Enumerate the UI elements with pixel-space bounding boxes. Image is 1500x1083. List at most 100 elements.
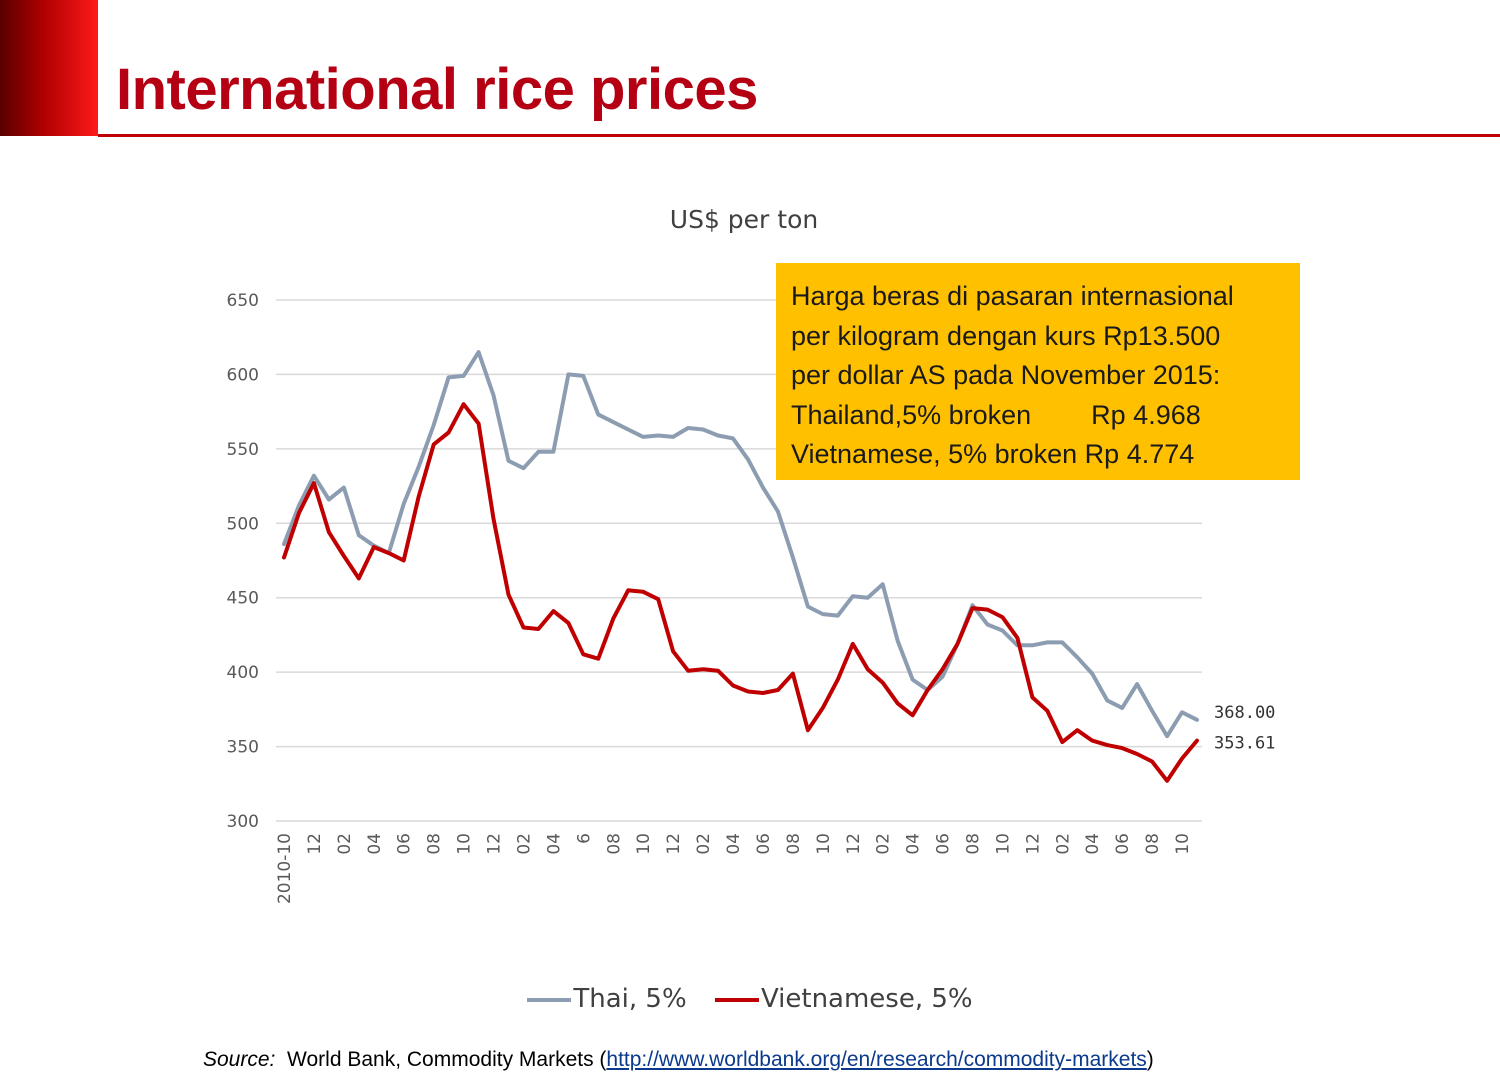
y-tick-label: 650 — [227, 291, 259, 311]
data-point — [671, 649, 675, 653]
data-point — [312, 481, 316, 485]
data-point — [297, 511, 301, 515]
x-tick-label: 12 — [664, 833, 684, 855]
data-point — [282, 555, 286, 560]
data-point — [596, 657, 600, 661]
end-labels: 368.00 353.61 — [1214, 703, 1275, 754]
data-point — [1105, 698, 1109, 703]
series-line-thai — [282, 350, 1199, 739]
legend-label-vietnamese: Vietnamese, 5% — [760, 984, 973, 1014]
data-point — [506, 459, 511, 463]
data-point — [791, 555, 795, 560]
data-point — [1060, 740, 1064, 744]
data-point — [1075, 728, 1079, 732]
data-point — [701, 667, 705, 671]
data-point — [671, 435, 675, 439]
note-line: per dollar AS pada November 2015: — [791, 360, 1221, 390]
y-tick-label: 350 — [227, 738, 259, 758]
x-tick-label: 06 — [754, 833, 774, 855]
x-tick-label: 12 — [305, 833, 325, 855]
y-tick-label: 450 — [227, 589, 259, 609]
data-point — [1030, 695, 1034, 700]
data-point — [806, 728, 810, 732]
data-point — [656, 433, 660, 438]
data-point — [716, 669, 720, 673]
data-point — [476, 350, 481, 354]
data-point — [970, 606, 975, 610]
data-point — [417, 494, 421, 499]
data-point — [896, 701, 900, 706]
data-point — [821, 706, 825, 710]
data-point — [1030, 643, 1034, 647]
data-point — [955, 642, 960, 646]
data-point — [896, 639, 900, 643]
data-point — [656, 597, 660, 601]
data-point — [327, 530, 331, 534]
data-point — [447, 430, 451, 435]
data-point — [536, 450, 541, 454]
x-tick-label: 10 — [1173, 833, 1193, 855]
data-point — [1045, 709, 1049, 713]
y-tick-label: 400 — [227, 663, 259, 683]
data-point — [611, 420, 615, 424]
data-point — [432, 442, 436, 446]
note-line: Harga beras di pasaran internasional — [791, 281, 1234, 311]
end-value-label: 353.61 — [1214, 734, 1275, 754]
x-tick-label: 04 — [724, 833, 744, 855]
data-point — [761, 485, 765, 490]
data-point — [447, 375, 451, 380]
data-point — [1150, 709, 1154, 713]
y-axis-ticks: 300 350 400 450 500 550 600 650 — [227, 291, 259, 832]
data-point — [1090, 739, 1094, 743]
data-point — [342, 554, 346, 558]
x-tick-label: 02 — [514, 833, 534, 855]
data-point — [551, 450, 556, 454]
data-point — [746, 457, 750, 461]
data-point — [686, 669, 690, 673]
data-point — [611, 616, 615, 621]
data-point — [1120, 746, 1124, 750]
note-line: Vietnamese, 5% broken Rp 4.774 — [791, 439, 1195, 469]
x-tick-label: 12 — [844, 833, 864, 855]
price-note-box: Harga beras di pasaran internasional per… — [776, 263, 1300, 480]
note-line: per kilogram dengan kurs Rp13.500 — [791, 320, 1221, 351]
data-point — [1180, 756, 1184, 761]
x-tick-label: 08 — [963, 833, 983, 855]
data-point — [596, 413, 600, 417]
data-point — [566, 372, 570, 377]
data-point — [1060, 640, 1064, 644]
data-point — [551, 609, 556, 613]
data-point — [881, 680, 885, 685]
x-tick-label: 08 — [604, 833, 624, 855]
data-point — [940, 667, 945, 671]
end-value-label: 368.00 — [1214, 703, 1275, 723]
x-tick-label: 08 — [425, 833, 445, 855]
series-lines — [282, 350, 1199, 783]
data-point — [641, 590, 645, 594]
data-point — [1150, 759, 1154, 764]
data-point — [761, 691, 765, 695]
x-tick-label: 08 — [1143, 833, 1163, 855]
source-close: ) — [1146, 1048, 1154, 1071]
data-point — [881, 582, 885, 586]
data-point — [686, 426, 690, 430]
gridlines — [276, 299, 1202, 822]
x-tick-label: 2010-10 — [275, 833, 295, 904]
data-point — [806, 605, 810, 609]
data-point — [911, 713, 915, 717]
x-tick-label: 06 — [395, 833, 415, 855]
x-tick-label: 02 — [335, 833, 355, 855]
x-tick-label: 12 — [485, 833, 505, 855]
data-point — [462, 374, 466, 378]
data-point — [731, 683, 735, 688]
source-citation: Source: World Bank, Commodity Markets (h… — [203, 1048, 1154, 1072]
data-point — [491, 517, 496, 521]
source-link[interactable]: http://www.worldbank.org/en/research/com… — [606, 1048, 1147, 1071]
x-tick-label: 04 — [1083, 833, 1103, 855]
x-tick-label: 6 — [574, 833, 594, 844]
data-point — [357, 576, 361, 580]
data-point — [1165, 779, 1169, 783]
x-tick-label: 04 — [904, 833, 924, 855]
data-point — [731, 436, 735, 441]
